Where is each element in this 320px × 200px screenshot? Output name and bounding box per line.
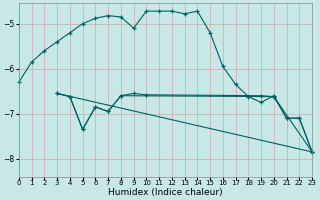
X-axis label: Humidex (Indice chaleur): Humidex (Indice chaleur) <box>108 188 223 197</box>
